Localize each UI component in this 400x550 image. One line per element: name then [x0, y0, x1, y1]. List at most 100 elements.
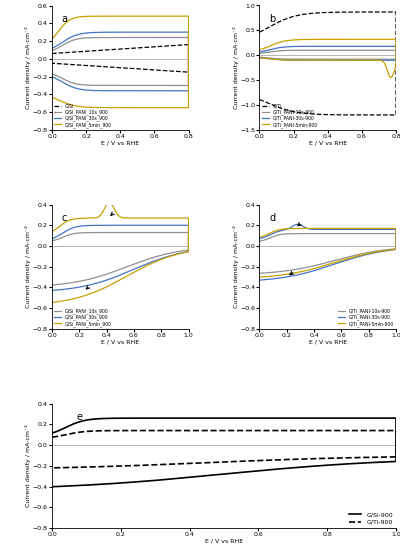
X-axis label: E / V vs RHE: E / V vs RHE: [205, 538, 243, 543]
G/SI_PANI_10s_900: [86, 35, 91, 41]
Line: G/SI_PANI_30s_900: G/SI_PANI_30s_900: [52, 32, 188, 91]
Line: G/Ti_PANI-30s-900: G/Ti_PANI-30s-900: [260, 224, 396, 280]
G/Ti_PANI-5min-900: [394, 36, 398, 43]
G/Ti_PANI-5min-900: [387, 246, 392, 253]
G/SI_PANI_10s_900: [186, 34, 191, 41]
G/Si: [186, 41, 191, 48]
G/Ti: [349, 9, 354, 15]
Legend: G/Ti_PANI-10s-900, G/Ti_PANI-30s-900, G/Ti_PANI-5min-900: G/Ti_PANI-10s-900, G/Ti_PANI-30s-900, G/…: [338, 308, 394, 327]
G/SI_PANI_30s_900: [186, 87, 191, 94]
G/Ti_PANI-5min-900: [303, 36, 308, 43]
G/Ti_PANI-30s-900: [394, 43, 398, 50]
G/Ti_PANI-30s-900: [394, 57, 398, 64]
Legend: G/Ti, G/Ti_PANI-10s-900, G/Ti_PANI-30s-900, G/Ti_PANI-5min-900: G/Ti, G/Ti_PANI-10s-900, G/Ti_PANI-30s-9…: [262, 103, 318, 128]
Text: e: e: [76, 412, 82, 422]
G/SI_PANI_5min_900: [86, 13, 91, 20]
G/Ti-900: [50, 434, 54, 441]
G/Ti_PANI-10s-900: [308, 263, 313, 270]
G/Ti_PANI-30s-900: [352, 226, 356, 233]
Y-axis label: Current density / mA·cm⁻²: Current density / mA·cm⁻²: [25, 226, 31, 308]
G/Si_PANI_5min_900: [50, 299, 54, 306]
G/Ti-900: [60, 464, 64, 471]
G/Ti_PANI-30s-900: [349, 43, 354, 50]
G/Ti: [386, 112, 391, 118]
G/Ti_PANI-30s-900: [257, 235, 262, 242]
X-axis label: E / V vs RHE: E / V vs RHE: [101, 140, 139, 145]
G/Ti-900: [179, 460, 184, 467]
G/SI_PANI_5min_900: [179, 104, 184, 111]
Text: c: c: [62, 213, 67, 223]
Line: G/Si_PANI_5min_900: G/Si_PANI_5min_900: [52, 202, 188, 302]
G/Ti_PANI-5min-900: [376, 36, 380, 43]
G/Ti_PANI-10s-900: [394, 56, 398, 63]
G/Ti_PANI-5min-900: [351, 225, 356, 232]
X-axis label: E / V vs RHE: E / V vs RHE: [309, 140, 347, 145]
G/Si_PANI_30s_900: [176, 222, 180, 229]
G/Si_PANI_10s_900: [144, 229, 148, 236]
G/Ti_PANI-10s-900: [257, 238, 262, 244]
X-axis label: E / V vs RHE: E / V vs RHE: [101, 339, 139, 344]
G/SI_PANI_30s_900: [142, 29, 146, 35]
Line: G/Ti_PANI-5min-900: G/Ti_PANI-5min-900: [260, 228, 396, 277]
G/SI_PANI_5min_900: [50, 94, 54, 101]
G/Ti_PANI-30s-900: [386, 57, 391, 64]
G/Ti-900: [50, 465, 54, 471]
G/Si_PANI_30s_900: [116, 222, 121, 229]
X-axis label: E / V vs RHE: E / V vs RHE: [309, 339, 347, 344]
G/Ti_PANI-5min-900: [257, 47, 262, 53]
G/Si: [86, 48, 91, 54]
G/Ti_PANI-10s-900: [303, 47, 308, 53]
G/Ti_PANI-10s-900: [383, 230, 388, 237]
G/Ti: [257, 29, 262, 36]
G/Si: [168, 42, 173, 49]
G/Ti_PANI-5min-900: [257, 274, 262, 280]
G/SI_PANI_10s_900: [50, 47, 54, 54]
G/Si-900: [376, 459, 381, 465]
G/SI_PANI_30s_900: [50, 45, 54, 52]
G/Ti_PANI-30s-900: [387, 247, 392, 254]
Text: a: a: [62, 14, 68, 24]
G/Ti_PANI-30s-900: [384, 226, 388, 233]
G/SI_PANI_10s_900: [50, 70, 54, 77]
G/Ti: [381, 112, 386, 118]
G/SI_PANI_30s_900: [86, 30, 91, 36]
G/Si-900: [179, 475, 184, 481]
G/Ti_PANI-5min-900: [308, 266, 313, 273]
Line: G/Si_PANI_10s_900: G/Si_PANI_10s_900: [52, 233, 188, 285]
G/Si: [173, 68, 178, 75]
G/Ti-900: [376, 454, 381, 460]
G/SI_PANI_30s_900: [168, 29, 173, 35]
G/Ti: [376, 9, 380, 15]
G/SI_PANI_10s_900: [96, 34, 100, 41]
G/Si-900: [368, 415, 372, 421]
G/SI_PANI_10s_900: [168, 34, 173, 41]
G/Si-900: [393, 415, 398, 421]
G/Ti_PANI-10s-900: [261, 270, 266, 276]
G/Si: [96, 47, 100, 54]
G/Ti_PANI-30s-900: [376, 43, 380, 50]
G/Si_PANI_10s_900: [54, 282, 58, 288]
Line: G/Ti_PANI-30s-900: G/Ti_PANI-30s-900: [260, 46, 396, 60]
G/Si_PANI_30s_900: [179, 250, 184, 256]
Text: b: b: [269, 14, 275, 24]
G/SI_PANI_10s_900: [186, 82, 191, 89]
G/Ti_PANI-30s-900: [295, 221, 300, 228]
G/Ti_PANI-10s-900: [323, 230, 328, 237]
G/Si: [50, 60, 54, 67]
G/Si_PANI_5min_900: [107, 199, 112, 206]
Legend: G/Si-900, G/Ti-900: G/Si-900, G/Ti-900: [349, 512, 393, 525]
Line: G/Ti: G/Ti: [260, 12, 396, 115]
G/Ti_PANI-5min-900: [257, 54, 262, 61]
G/Si_PANI_10s_900: [176, 229, 180, 236]
G/Ti_PANI-10s-900: [387, 246, 392, 253]
G/Si-900: [50, 430, 54, 436]
G/Ti_PANI-30s-900: [324, 226, 328, 233]
G/Ti_PANI-5min-900: [349, 36, 354, 43]
Line: G/Si-900: G/Si-900: [52, 418, 396, 487]
G/Ti_PANI-30s-900: [257, 277, 262, 283]
G/SI_PANI_5min_900: [186, 104, 191, 111]
G/Si_PANI_5min_900: [176, 214, 181, 221]
Line: G/Ti-900: G/Ti-900: [52, 431, 396, 468]
G/Si_PANI_30s_900: [54, 287, 58, 294]
G/Ti: [303, 11, 308, 18]
